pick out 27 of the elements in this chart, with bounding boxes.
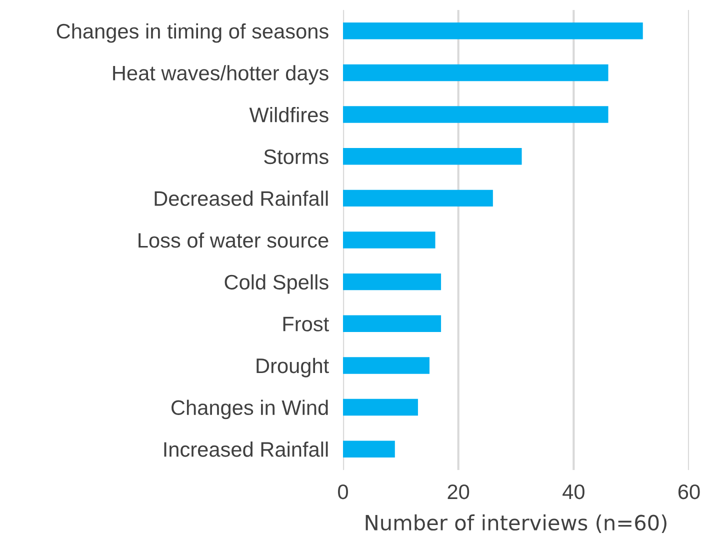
y-tick-label: Storms — [264, 149, 328, 164]
bar — [343, 190, 493, 207]
y-tick-label: Changes in Wind — [172, 400, 328, 420]
bar — [343, 106, 608, 123]
y-tick-label: Cold Spells — [224, 274, 328, 294]
x-tick-label: 20 — [448, 484, 470, 500]
x-tick-label: 40 — [562, 484, 584, 500]
bar — [343, 357, 430, 374]
bar — [343, 232, 436, 248]
bar — [343, 440, 395, 458]
y-tick-label: Changes in timing of seasons — [56, 23, 328, 43]
x-axis-title: Number of interviews (n=60) — [366, 514, 666, 533]
y-tick-label: Wildfires — [249, 106, 328, 122]
y-tick-label: Increased Rainfall — [164, 442, 328, 457]
y-tick-label: Drought — [256, 358, 329, 378]
bar — [343, 64, 608, 82]
x-tick-label: 60 — [678, 484, 700, 500]
x-tick-label: 0 — [338, 484, 348, 500]
y-tick-label: Decreased Rainfall — [154, 190, 328, 206]
bar — [343, 273, 442, 290]
bar — [343, 22, 643, 40]
y-tick-label: Loss of water source — [138, 232, 328, 248]
y-tick-label: Heat waves/hotter days — [113, 65, 328, 85]
bar — [343, 148, 522, 165]
bar — [343, 398, 418, 416]
y-tick-label: Frost — [283, 316, 329, 332]
bar — [343, 315, 442, 332]
